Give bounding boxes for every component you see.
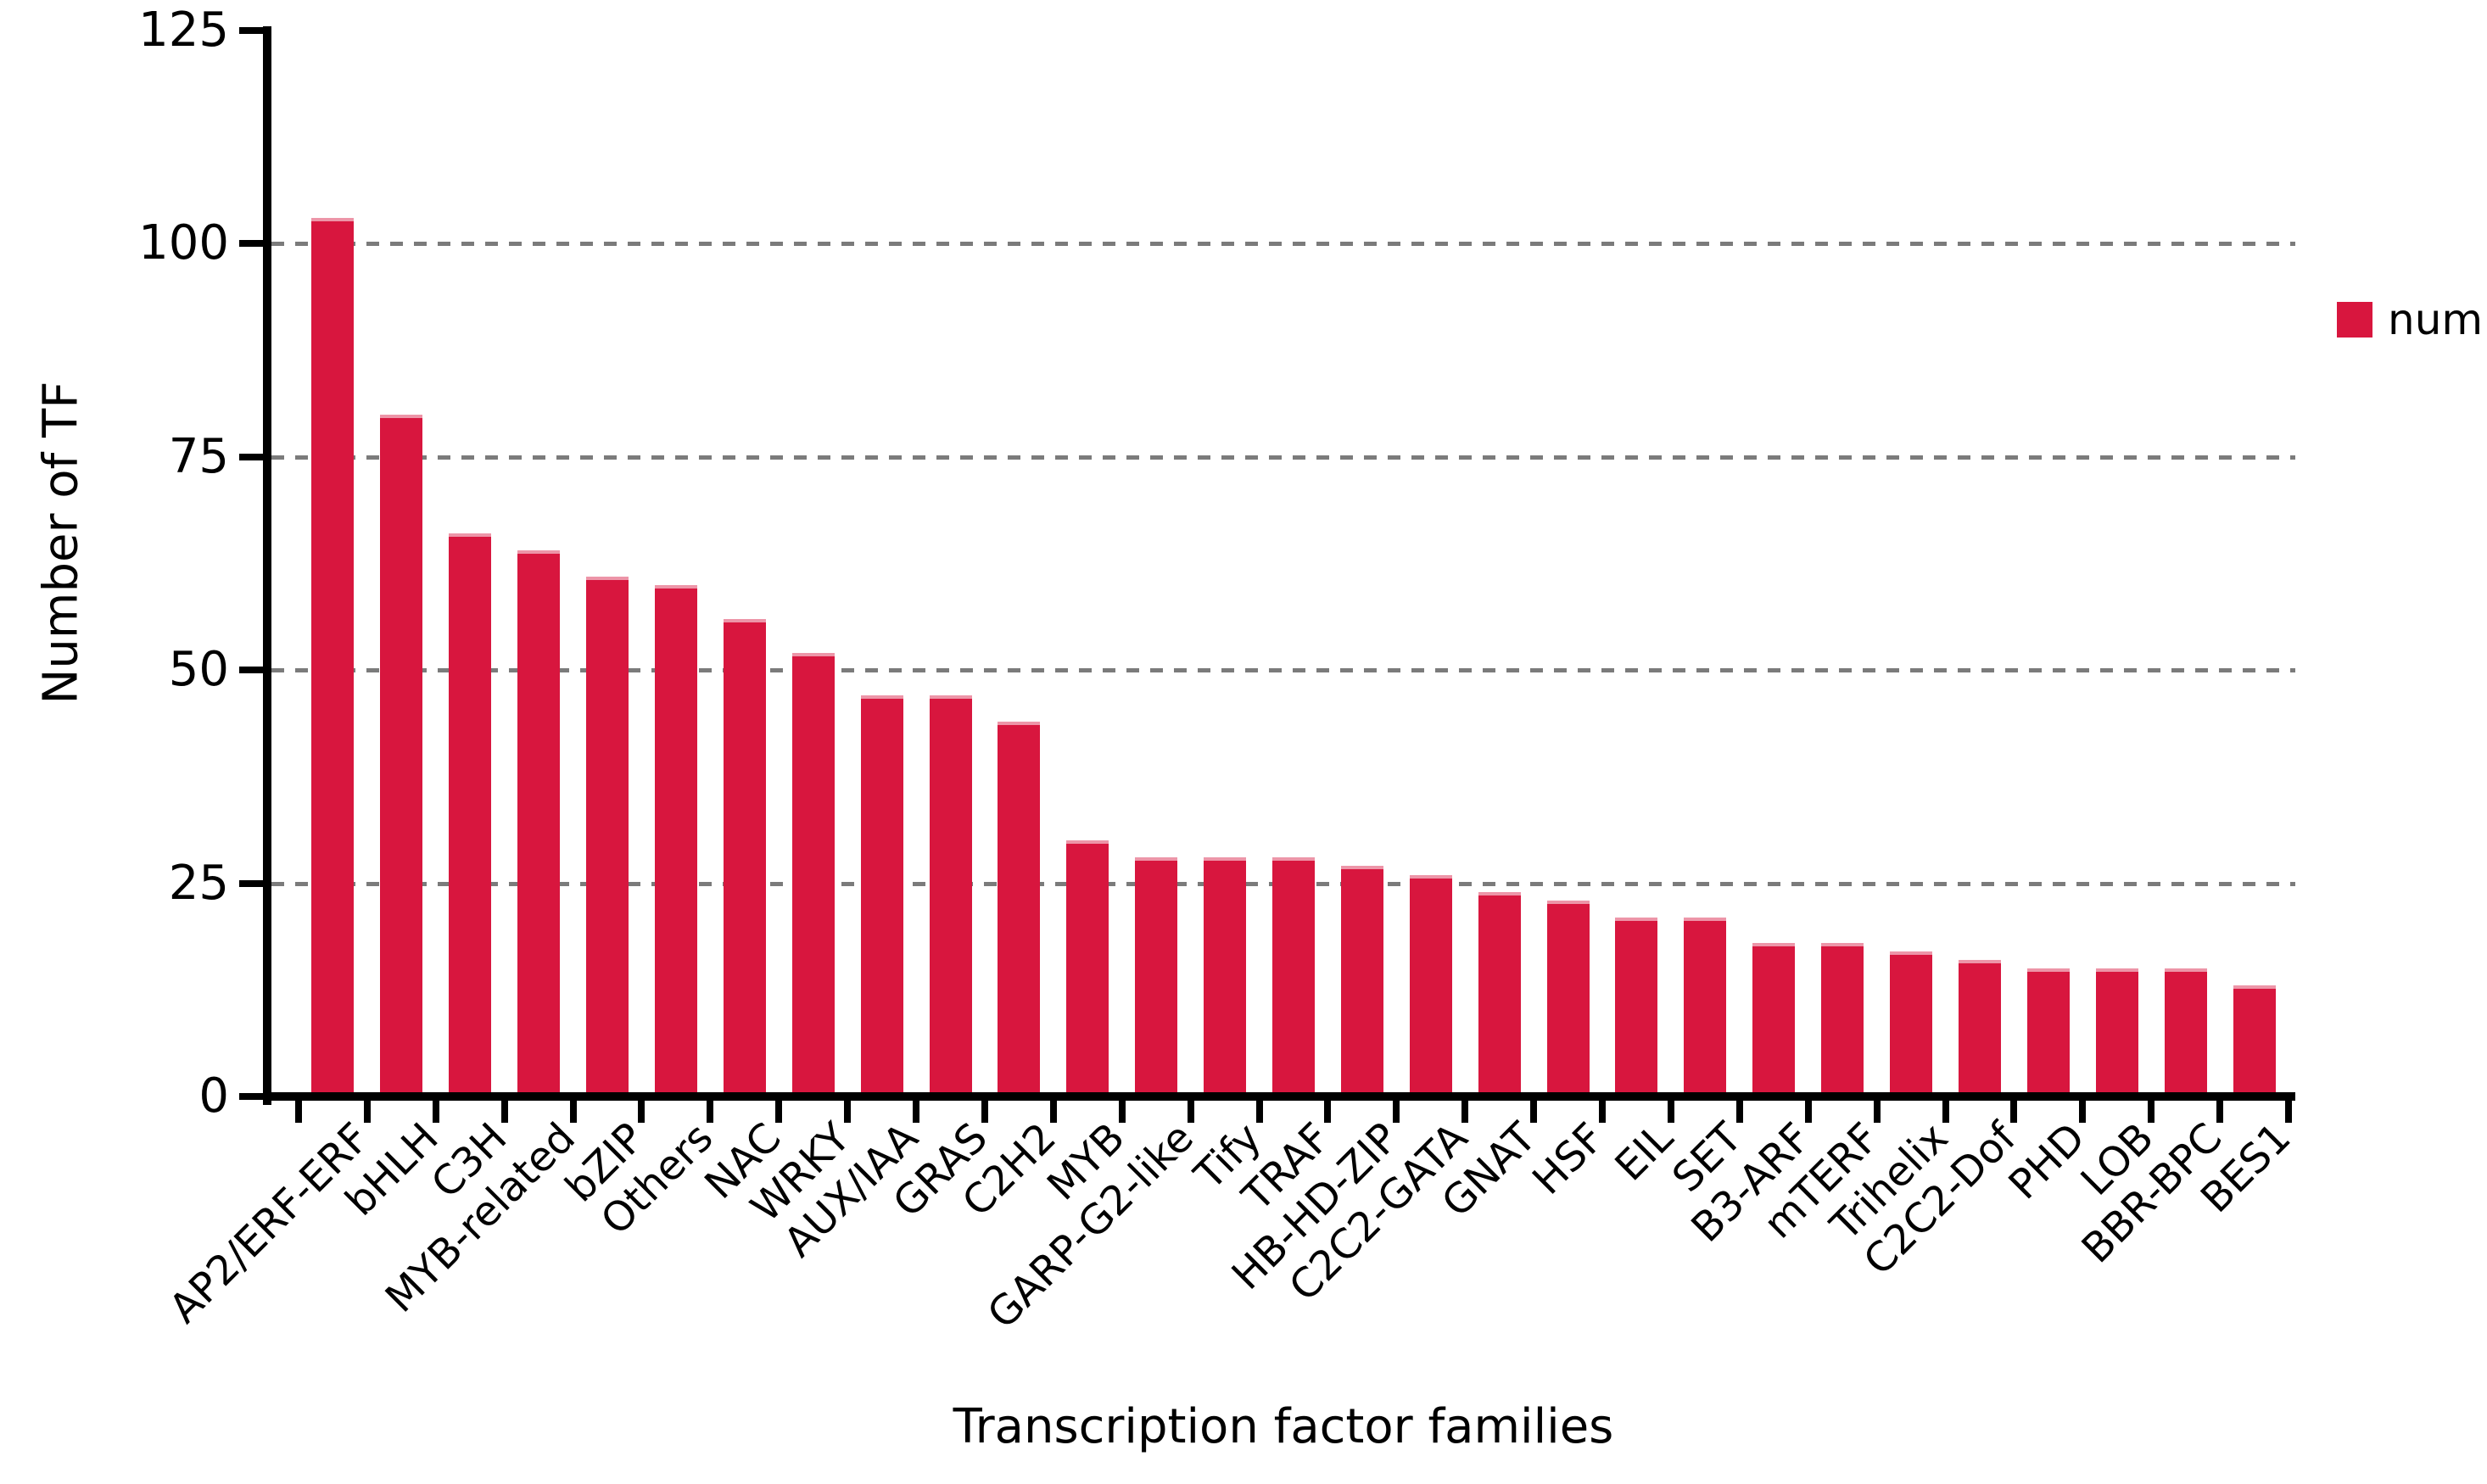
x-tick-label-AP2/ERF-ERF: AP2/ERF-ERF <box>159 1113 379 1333</box>
bar-mTERF <box>1821 942 1864 1096</box>
x-tick-26 <box>2079 1101 2087 1123</box>
bar-NAC <box>723 618 766 1096</box>
x-tick-1 <box>363 1101 371 1123</box>
bar-B3-ARF <box>1752 942 1796 1096</box>
x-tick-12 <box>1118 1101 1126 1123</box>
x-tick-8 <box>844 1101 852 1123</box>
bar-GRAS <box>929 695 972 1096</box>
y-tick-75 <box>239 453 263 460</box>
bar-C2H2 <box>998 721 1041 1096</box>
bar-HB-HD-ZIP <box>1340 866 1383 1096</box>
bar-AUX/IAA <box>860 695 903 1096</box>
gridline-100 <box>271 242 2295 247</box>
bar-WRKY <box>791 653 835 1096</box>
x-tick-label-EIL: EIL <box>1606 1113 1683 1191</box>
x-tick-7 <box>775 1101 783 1123</box>
y-tick-label-25: 25 <box>168 855 229 911</box>
legend-label: num <box>2388 295 2484 344</box>
bar-MYB <box>1066 840 1109 1096</box>
x-axis-line <box>263 1092 2295 1101</box>
x-axis-title: Transcription factor families <box>953 1399 1614 1454</box>
gridline-75 <box>271 455 2295 460</box>
x-tick-14 <box>1255 1101 1263 1123</box>
x-tick-4 <box>569 1101 577 1123</box>
y-tick-25 <box>239 879 263 887</box>
x-tick-17 <box>1461 1101 1469 1123</box>
y-tick-label-100: 100 <box>138 215 229 271</box>
x-tick-6 <box>707 1101 714 1123</box>
x-tick-18 <box>1530 1101 1538 1123</box>
bar-Trihelix <box>1890 951 1933 1096</box>
x-tick-27 <box>2148 1101 2155 1123</box>
x-tick-10 <box>981 1101 988 1123</box>
x-tick-24 <box>1942 1101 1949 1123</box>
y-tick-100 <box>239 240 263 248</box>
x-tick-0 <box>295 1101 302 1123</box>
x-tick-19 <box>1599 1101 1607 1123</box>
x-tick-21 <box>1735 1101 1743 1123</box>
y-tick-0 <box>239 1093 263 1100</box>
legend-swatch-icon <box>2337 302 2372 338</box>
x-tick-3 <box>500 1101 508 1123</box>
legend: num <box>2337 298 2483 341</box>
y-tick-label-125: 125 <box>138 3 229 58</box>
bar-Tify <box>1204 857 1247 1096</box>
bar-bHLH <box>380 414 423 1096</box>
x-tick-22 <box>1804 1101 1812 1123</box>
bar-Others <box>654 584 697 1096</box>
x-tick-11 <box>1049 1101 1057 1123</box>
bar-BES1 <box>2233 985 2276 1096</box>
x-tick-23 <box>1873 1101 1881 1123</box>
bar-BBR-BPC <box>2164 968 2207 1096</box>
bar-GNAT <box>1478 891 1521 1096</box>
x-tick-29 <box>2285 1101 2292 1123</box>
x-tick-13 <box>1187 1101 1194 1123</box>
bar-MYB-related <box>517 550 561 1096</box>
y-axis-line <box>263 26 271 1105</box>
x-tick-2 <box>432 1101 439 1123</box>
x-tick-15 <box>1324 1101 1332 1123</box>
bar-C2C2-GATA <box>1409 874 1452 1096</box>
bar-HSF <box>1546 900 1590 1096</box>
x-tick-9 <box>913 1101 920 1123</box>
bar-AP2/ERF-ERF <box>311 218 355 1096</box>
bar-bZIP <box>586 576 629 1096</box>
bar-LOB <box>2095 968 2138 1096</box>
bar-TRAF <box>1272 857 1315 1096</box>
x-tick-5 <box>638 1101 646 1123</box>
y-tick-label-0: 0 <box>198 1068 229 1124</box>
bar-SET <box>1684 917 1727 1096</box>
bar-PHD <box>2026 968 2070 1096</box>
x-tick-label-HSF: HSF <box>1523 1113 1614 1204</box>
x-tick-28 <box>2216 1101 2224 1123</box>
bar-C2C2-Dof <box>1958 960 2001 1096</box>
gridline-50 <box>271 668 2295 673</box>
x-tick-20 <box>1667 1101 1674 1123</box>
bar-EIL <box>1615 917 1658 1096</box>
x-tick-label-PHD: PHD <box>1999 1113 2095 1209</box>
bar-GARP-G2-like <box>1135 857 1178 1096</box>
x-tick-25 <box>2010 1101 2018 1123</box>
y-tick-125 <box>239 27 263 34</box>
bar-C3H <box>449 533 492 1096</box>
x-tick-16 <box>1393 1101 1400 1123</box>
y-tick-50 <box>239 667 263 674</box>
y-tick-label-50: 50 <box>168 642 229 698</box>
y-tick-label-75: 75 <box>168 428 229 484</box>
